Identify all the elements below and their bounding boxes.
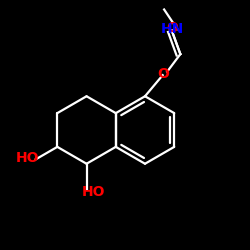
Text: HO: HO bbox=[82, 186, 105, 200]
Text: HN: HN bbox=[161, 22, 184, 36]
Text: O: O bbox=[158, 67, 170, 81]
Text: O: O bbox=[166, 21, 178, 35]
Text: HO: HO bbox=[16, 151, 40, 166]
